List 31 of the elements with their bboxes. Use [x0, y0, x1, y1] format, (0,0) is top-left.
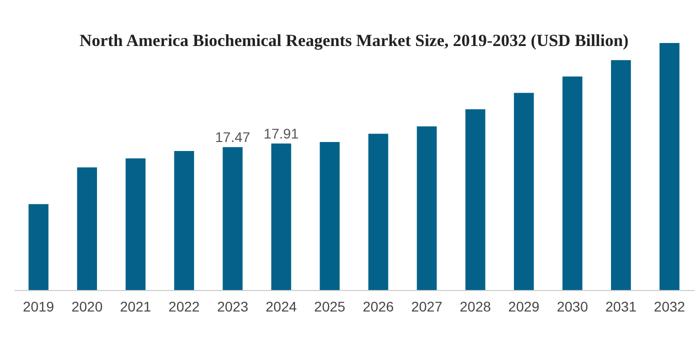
bar — [514, 92, 534, 290]
x-tick-label: 2025 — [314, 298, 346, 314]
chart-title: North America Biochemical Reagents Market Size, 2019-2032 (USD Billion) — [79, 31, 629, 50]
x-tick-label: 2019 — [22, 298, 54, 314]
bar — [77, 167, 97, 290]
bar — [271, 144, 292, 290]
x-tick-label: 2023 — [217, 298, 248, 314]
bar — [368, 134, 388, 290]
bar — [562, 76, 582, 290]
bar — [174, 150, 194, 290]
x-tick-label: 2022 — [168, 298, 200, 314]
data-label: 17.91 — [264, 126, 299, 142]
x-tick-label: 2031 — [605, 298, 637, 314]
x-tick-label: 2032 — [654, 298, 686, 314]
bar — [126, 158, 146, 290]
bar — [320, 142, 340, 290]
bar — [465, 109, 486, 290]
bar — [660, 43, 680, 290]
x-tick-label: 2028 — [460, 298, 492, 314]
x-tick-label: 2030 — [556, 298, 588, 314]
x-tick-label: 2021 — [120, 298, 152, 314]
data-label: 17.47 — [215, 129, 250, 146]
x-tick-label: 2027 — [411, 298, 443, 314]
bar — [611, 60, 631, 290]
x-tick-label: 2024 — [266, 298, 297, 314]
x-tick-label: 2026 — [362, 298, 394, 314]
bar — [28, 204, 48, 290]
bar — [222, 147, 243, 290]
x-tick-label: 2020 — [71, 298, 103, 314]
bar — [416, 126, 437, 290]
x-tick-label: 2029 — [508, 298, 540, 314]
